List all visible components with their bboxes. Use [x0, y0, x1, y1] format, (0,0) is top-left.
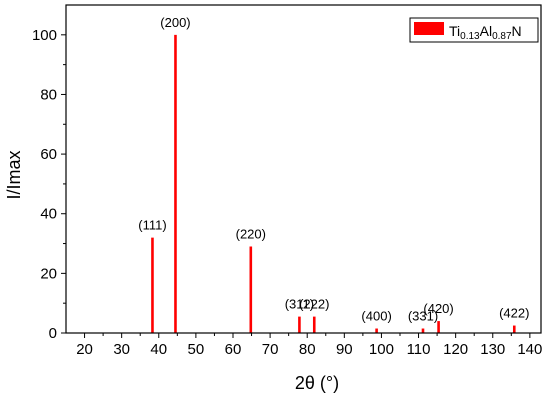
peak-label: (311): [285, 297, 314, 312]
peak-label: (400): [361, 309, 391, 324]
x-tick-label: 130: [480, 341, 505, 358]
peak-label: (420): [423, 301, 453, 316]
x-tick-label: 30: [113, 341, 130, 358]
peak-label: (220): [236, 227, 266, 242]
y-tick-label: 80: [40, 86, 57, 103]
x-tick-label: 40: [150, 341, 167, 358]
x-tick-label: 120: [443, 341, 468, 358]
y-tick-label: 40: [40, 206, 57, 223]
legend-label: Ti0.13Al0.87N: [449, 23, 522, 42]
peak-labels-layer: (111) (200) (220) (311)(222) (400) (331)(420)…: [138, 15, 529, 324]
bars-layer: [151, 34, 516, 333]
x-tick-label: 50: [188, 341, 205, 358]
peak-label: (200): [160, 15, 190, 30]
x-axis-title: 2θ (°): [295, 373, 339, 393]
x-tick-label: 140: [517, 341, 542, 358]
peak-label: (422): [499, 306, 529, 321]
peak-label: (222): [299, 297, 329, 312]
peak-label: (111): [138, 218, 166, 233]
y-axis-title: I/Imax: [4, 150, 24, 199]
x-tick-label: 60: [225, 341, 242, 358]
x-tick-label: 100: [369, 341, 394, 358]
x-tick-label: 20: [76, 341, 93, 358]
y-tick-label: 100: [32, 27, 57, 44]
plot-frame: [65, 4, 542, 334]
ticks-layer: 20 30 40 50 60 70 80 90 100 110 120 130 140 0 20 40 60 80…: [32, 27, 542, 358]
axes-layer: [65, 4, 542, 334]
y-tick-label: 60: [40, 146, 57, 163]
x-tick-label: 110: [407, 341, 431, 358]
x-tick-label: 80: [299, 341, 316, 358]
y-tick-label: 20: [40, 265, 57, 282]
legend-swatch: [414, 22, 444, 35]
y-tick-label: 0: [49, 325, 57, 342]
legend: Ti0.13Al0.87N: [409, 17, 539, 43]
x-tick-label: 70: [262, 341, 279, 358]
x-tick-label: 90: [336, 341, 353, 358]
peak-label: (331): [408, 309, 438, 324]
